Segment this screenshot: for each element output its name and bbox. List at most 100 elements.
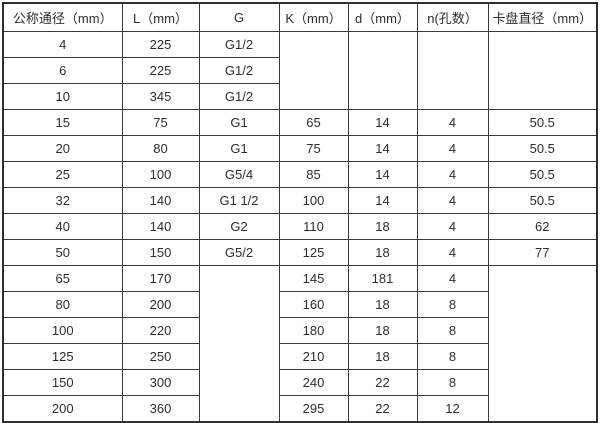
- table-body: 4 225 G1/2 6 225 G1/2 10 345 G1/2 15 75 G1 65 14 4 50.5…: [2, 31, 598, 423]
- table-cell: 210: [278, 343, 349, 370]
- table-cell: 18: [347, 291, 418, 318]
- table-cell: 225: [121, 57, 200, 84]
- table-cell: 110: [278, 213, 349, 240]
- table-row: 150 300 240 22 8: [2, 369, 597, 396]
- table-cell: [487, 265, 598, 423]
- table-row: 125 250 210 18 8: [2, 343, 597, 370]
- table-cell: 85: [278, 161, 349, 188]
- table-cell: 250: [121, 343, 200, 370]
- table-cell: 80: [121, 135, 200, 162]
- table-cell: 240: [278, 369, 349, 396]
- column-header-n-holes: n(孔数）: [416, 2, 489, 32]
- column-header-d: d（mm）: [347, 2, 418, 32]
- table-cell: 180: [278, 317, 349, 344]
- table-cell: 145: [278, 265, 349, 292]
- table-cell: 22: [347, 369, 418, 396]
- table-cell: 6: [2, 57, 123, 84]
- table-cell: G5/4: [198, 161, 280, 188]
- table-row: 25 100 G5/4 85 14 4 50.5: [2, 161, 598, 188]
- table-cell: 125: [2, 343, 123, 370]
- table-cell: 65: [2, 265, 123, 292]
- table-cell: 4: [416, 265, 489, 292]
- table-cell: G2: [198, 213, 280, 240]
- table-row: 80 200 160 18 8: [2, 291, 597, 318]
- table-cell: 4: [416, 213, 489, 240]
- table-cell: G1/2: [198, 31, 280, 58]
- table-cell: 22: [347, 395, 418, 423]
- table-cell: 50.5: [487, 135, 598, 162]
- table-cell: 20: [2, 135, 123, 162]
- table-cell: [198, 265, 280, 423]
- table-cell: G1: [198, 135, 280, 162]
- table-cell: 18: [347, 343, 418, 370]
- table-cell: G1/2: [198, 57, 280, 84]
- table-cell: 345: [121, 83, 200, 110]
- table-cell: 300: [121, 369, 200, 396]
- table-cell: [416, 31, 489, 110]
- table-cell: 15: [2, 109, 123, 136]
- table-cell: 150: [2, 369, 123, 396]
- table-cell: 170: [121, 265, 200, 292]
- table-cell: 18: [347, 213, 418, 240]
- table-cell: 14: [347, 109, 418, 136]
- table-cell: 75: [278, 135, 349, 162]
- table-cell: 8: [416, 343, 489, 370]
- table-row: 32 140 G1 1/2 100 14 4 50.5: [2, 187, 598, 214]
- table-cell: 8: [416, 317, 489, 344]
- table-row: 65 170 145 181 4: [2, 265, 598, 423]
- table-cell: 75: [121, 109, 200, 136]
- table-cell: 14: [347, 161, 418, 188]
- table-cell: 4: [416, 161, 489, 188]
- table-cell: 8: [416, 291, 489, 318]
- table-cell: 77: [487, 239, 598, 266]
- table-cell: 80: [2, 291, 123, 318]
- table-row: 50 150 G5/2 125 18 4 77: [2, 239, 598, 266]
- table-cell: 125: [278, 239, 349, 266]
- table-cell: 10: [2, 83, 123, 110]
- table-cell: 14: [347, 135, 418, 162]
- table-cell: 4: [416, 187, 489, 214]
- table-cell: [347, 31, 418, 110]
- table-cell: 150: [121, 239, 200, 266]
- table-cell: 4: [416, 109, 489, 136]
- table-cell: 14: [347, 187, 418, 214]
- table-cell: 12: [416, 395, 489, 423]
- table-cell: 295: [278, 395, 349, 423]
- table-cell: 65: [278, 109, 349, 136]
- table-cell: [487, 31, 598, 110]
- column-header-g: G: [198, 2, 280, 32]
- table-cell: 50.5: [487, 161, 598, 188]
- table-cell: 4: [416, 135, 489, 162]
- table-cell: 200: [2, 395, 123, 423]
- table-cell: 8: [416, 369, 489, 396]
- column-header-k: K（mm）: [278, 2, 349, 32]
- table-cell: G5/2: [198, 239, 280, 266]
- table-cell: 100: [2, 317, 123, 344]
- column-header-chuck-diameter: 卡盘直径（mm）: [487, 2, 598, 32]
- table-row: 6 225 G1/2: [2, 57, 597, 84]
- table-cell: 4: [416, 239, 489, 266]
- table-row: 40 140 G2 110 18 4 62: [2, 213, 598, 240]
- table-cell: 160: [278, 291, 349, 318]
- table-row: 4 225 G1/2: [2, 31, 598, 110]
- table-cell: 140: [121, 187, 200, 214]
- table-cell: 32: [2, 187, 123, 214]
- table-cell: G1 1/2: [198, 187, 280, 214]
- table-cell: 40: [2, 213, 123, 240]
- column-header-nominal-diameter: 公称通径（mm）: [2, 2, 123, 32]
- table-cell: [278, 31, 349, 110]
- table-header: 公称通径（mm） L（mm） G K（mm） d（mm） n(孔数） 卡盘直径（…: [2, 2, 598, 32]
- table-cell: 200: [121, 291, 200, 318]
- table-cell: 100: [278, 187, 349, 214]
- table-cell: G1/2: [198, 83, 280, 110]
- table-cell: 62: [487, 213, 598, 240]
- table-row: 15 75 G1 65 14 4 50.5: [2, 109, 598, 136]
- table-cell: 50: [2, 239, 123, 266]
- table-cell: 220: [121, 317, 200, 344]
- table-cell: 18: [347, 239, 418, 266]
- table-row: 20 80 G1 75 14 4 50.5: [2, 135, 598, 162]
- table-cell: 360: [121, 395, 200, 423]
- header-row: 公称通径（mm） L（mm） G K（mm） d（mm） n(孔数） 卡盘直径（…: [2, 2, 598, 32]
